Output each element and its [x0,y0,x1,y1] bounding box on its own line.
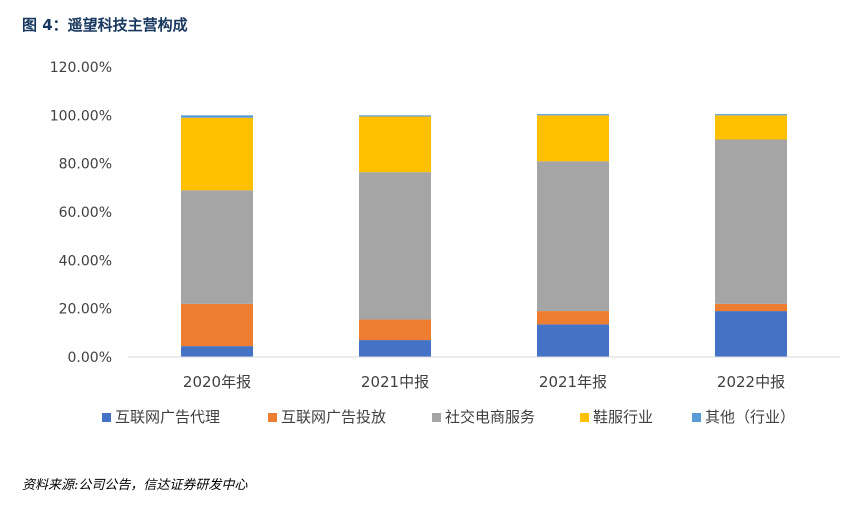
y-tick-label: 120.00% [50,60,112,76]
bar-segment-series1-category1 [359,319,431,341]
legend-swatch [102,413,111,422]
bar-segment-series0-category3 [715,311,787,357]
bar-segment-series4-category0 [181,115,253,118]
x-tick-label: 2021中报 [361,373,429,391]
legend-swatch [432,413,441,422]
bar-segment-series3-category3 [715,115,787,140]
x-axis-tick-labels: 2020年报 2021中报 2021年报 2022中报 [183,373,785,391]
x-tick-label: 2022中报 [717,373,785,391]
bar-segment-series2-category2 [537,161,609,312]
legend: 互联网广告代理 互联网广告投放 社交电商服务 鞋服行业 其他（行业） [102,408,795,426]
bar-series [181,114,787,357]
bar-segment-series0-category0 [181,346,253,357]
y-tick-label: 80.00% [59,157,112,173]
bar-segment-series2-category1 [359,172,431,320]
legend-swatch [580,413,589,422]
bar-segment-series4-category3 [715,114,787,116]
bar-segment-series4-category2 [537,114,609,116]
y-tick-label: 60.00% [59,205,112,221]
bar-segment-series3-category0 [181,117,253,191]
legend-label: 互联网广告代理 [115,408,220,426]
bar-segment-series1-category3 [715,303,787,312]
x-tick-label: 2021年报 [539,373,607,391]
bar-segment-series3-category1 [359,116,431,173]
bar-segment-series4-category1 [359,115,431,117]
y-tick-label: 40.00% [59,253,112,269]
x-tick-label: 2020年报 [183,373,251,391]
bar-segment-series2-category3 [715,139,787,304]
legend-label: 社交电商服务 [445,408,535,426]
bar-segment-series3-category2 [537,115,609,162]
legend-label: 互联网广告投放 [281,408,386,426]
y-tick-label: 100.00% [50,108,112,124]
legend-label: 其他（行业） [705,408,795,426]
bar-segment-series1-category0 [181,303,253,347]
stacked-bar-chart: 0.00% 20.00% 40.00% 60.00% 80.00% 100.00% 120.… [50,60,840,426]
bar-segment-series1-category2 [537,311,609,325]
bar-segment-series0-category1 [359,340,431,357]
legend-label: 鞋服行业 [593,408,653,426]
source-note: 资料来源:公司公告，信达证券研发中心 [22,478,248,493]
bar-segment-series2-category0 [181,190,253,304]
y-tick-label: 0.00% [68,350,112,366]
y-tick-label: 20.00% [59,302,112,318]
bar-segment-series0-category2 [537,324,609,357]
figure-title: 图 4：遥望科技主营构成 [22,16,188,34]
legend-swatch [268,413,277,422]
y-axis-tick-labels: 0.00% 20.00% 40.00% 60.00% 80.00% 100.00% 120.… [50,60,112,366]
legend-swatch [692,413,701,422]
